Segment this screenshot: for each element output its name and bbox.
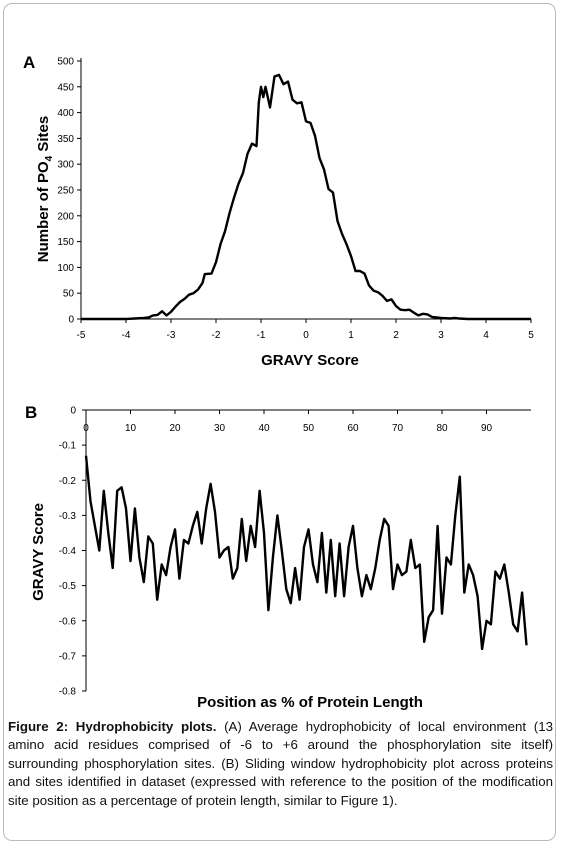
panel-a-x-tick-label: 2 [393,330,399,341]
panel-a-y-tick-label: 50 [63,289,75,300]
panel-b-x-tick-label: 90 [481,423,493,434]
panel-a-y-tick-label: 300 [57,160,74,171]
panel-b-y-tick-label: -0.3 [59,511,77,522]
panel-b-x-tick-label: 60 [347,423,359,434]
panel-b-series-line [84,455,528,651]
caption-label: Figure 2: Hydrophobicity plots. [8,719,217,734]
panel-a-y-ticks: 0 50 100 150 200 250 300 350 400 450 500 [57,57,81,326]
panel-b-x-tick-label: 20 [169,423,181,434]
panel-b-x-axis-label: Position as % of Protein Length [197,694,423,711]
panel-a-series-line [81,73,531,321]
panel-b-x-tick-label: 40 [258,423,270,434]
panel-a-x-tick-label: -3 [167,330,176,341]
panel-b-y-tick-label: -0.7 [59,651,77,662]
panel-b-x-tick-label: 10 [125,423,137,434]
panel-b-y-tick-label: -0.5 [59,581,77,592]
panel-b-x-tick-label: 70 [392,423,404,434]
panel-b-x-tick-label: 0 [83,423,89,434]
panel-b-y-axis-label: GRAVY Score [30,503,47,601]
caption-text: (A) Average hydrophobicity of local envi… [8,719,553,808]
panel-a-ylabel-subscript: 4 [44,155,55,161]
panel-a-x-tick-label: 5 [528,330,534,341]
panel-a-ylabel-part-2: Sites [35,116,52,156]
panel-a-y-tick-label: 450 [57,82,74,93]
panel-a-y-tick-label: 350 [57,134,74,145]
panel-a-x-tick-label: -1 [257,330,266,341]
panel-a-x-tick-label: 0 [303,330,309,341]
panel-a-y-tick-label: 150 [57,237,74,248]
panel-b-y-ticks: 0 -0.1 -0.2 -0.3 -0.4 -0.5 -0.6 -0.7 -0.8 [59,406,86,698]
panel-a-x-tick-label: -2 [212,330,221,341]
panel-a-y-tick-label: 400 [57,108,74,119]
figure: A 0 50 100 150 200 250 300 350 400 450 500 -5 -4 -3-… [3,3,556,841]
panel-b-y-tick-label: -0.8 [59,687,77,698]
panel-a-x-ticks: -5 -4 -3 -2 -1 0 1 2 3 4 5 [77,319,534,341]
panel-a-y-tick-label: 100 [57,263,74,274]
panel-a-x-axis-label: GRAVY Score [261,352,359,369]
panel-letter-a: A [23,53,35,72]
panel-b-x-tick-label: 50 [303,423,315,434]
panel-a-y-tick-label: 0 [68,315,74,326]
panel-b-chart: B 0 -0.1 -0.2 -0.3 -0.4 -0.5 -0.6 -0.7 -0.8 0 10 2… [25,403,531,711]
panel-a-x-tick-label: -5 [77,330,86,341]
panel-b-x-tick-label: 80 [436,423,448,434]
panel-a-x-tick-label: 3 [438,330,444,341]
panel-letter-b: B [25,403,37,422]
panel-b-y-tick-label: 0 [70,406,76,417]
panel-b-x-ticks: 0 10 20 30 40 50 60 70 80 90 [83,410,492,434]
figure-caption: Figure 2: Hydrophobicity plots. (A) Aver… [8,718,553,810]
panel-a-y-tick-label: 250 [57,186,74,197]
panel-a-x-tick-label: -4 [122,330,131,341]
panel-a-x-tick-label: 1 [348,330,354,341]
panel-b-y-tick-label: -0.1 [59,441,77,452]
panel-a-x-tick-label: 4 [483,330,489,341]
panel-a-y-tick-label: 200 [57,211,74,222]
panel-a-ylabel-part-1: Number of PO [35,161,52,262]
panel-a-y-axis-label: Number of PO4 Sites [35,116,55,262]
panel-b-y-tick-label: -0.6 [59,616,77,627]
panel-b-y-tick-label: -0.2 [59,476,77,487]
panel-b-y-tick-label: -0.4 [59,546,77,557]
panel-a-y-tick-label: 500 [57,57,74,68]
panel-b-x-tick-label: 30 [214,423,226,434]
